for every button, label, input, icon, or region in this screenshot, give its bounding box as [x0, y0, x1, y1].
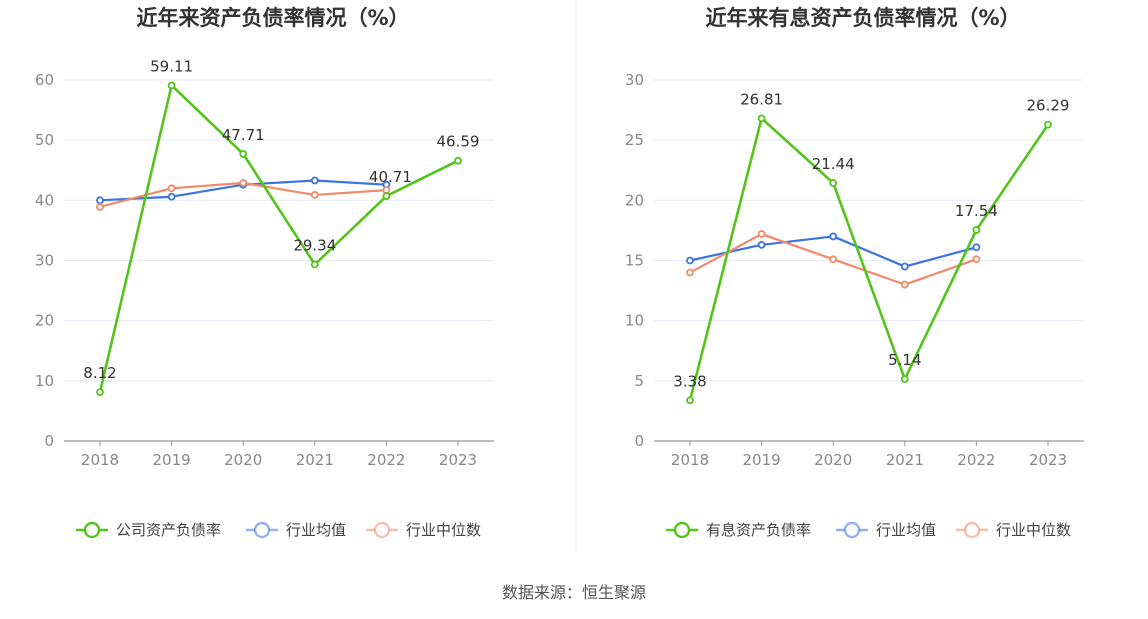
y-tick-label: 50 — [35, 131, 54, 149]
y-tick-label: 30 — [35, 252, 54, 270]
x-tick-label: 2023 — [439, 451, 477, 469]
data-point — [686, 256, 694, 265]
data-point — [900, 262, 909, 271]
axis-labels: 0 10 20 30 40 50 60 2018 2019 2020 2021 2022 2023 — [35, 71, 494, 469]
x-tick-label: 2022 — [367, 451, 405, 469]
chart-title: 近年来有息资产负债率情况（%） — [705, 6, 1020, 30]
data-point — [972, 243, 981, 252]
legend-swatch-marker — [963, 521, 981, 539]
interest-bearing-debt-ratio-chart: 近年来有息资产负债率情况（%） 0 5 10 15 20 25 30 2018 2019 2020… — [625, 6, 1084, 539]
series-layer: 8.12 59.11 47.71 29.34 40.71 46.59 — [83, 57, 480, 397]
grid-lines — [654, 79, 1084, 382]
legend-swatch-marker — [673, 521, 691, 539]
legend-label: 公司资产负债率 — [116, 521, 221, 539]
data-source-label: 数据来源：恒生聚源 — [502, 583, 646, 602]
data-point — [382, 192, 391, 200]
data-point — [310, 191, 319, 199]
data-point — [167, 184, 176, 193]
y-tick-label: 25 — [625, 131, 644, 149]
y-tick-label: 0 — [44, 432, 54, 450]
y-tick-label: 15 — [625, 252, 644, 270]
legend-label: 行业均值 — [876, 521, 936, 539]
data-point — [686, 396, 694, 405]
x-tick-label: 2023 — [1029, 451, 1067, 469]
data-label: 3.38 — [673, 372, 706, 390]
data-label: 40.71 — [369, 168, 412, 186]
legend-swatch-marker — [843, 521, 861, 539]
series-layer: 3.38 26.81 21.44 5.14 17.54 26.29 — [673, 90, 1070, 405]
data-point — [972, 226, 981, 234]
data-label: 26.81 — [740, 90, 783, 108]
data-point — [167, 81, 176, 90]
data-label: 29.34 — [293, 236, 336, 254]
data-label: 5.14 — [888, 351, 921, 369]
x-tick-label: 2020 — [224, 451, 262, 469]
data-point — [239, 150, 248, 158]
grid-lines — [64, 79, 494, 382]
data-point — [167, 192, 176, 201]
x-tick-label: 2019 — [743, 451, 781, 469]
data-label: 8.12 — [83, 364, 116, 382]
legend-swatch-marker — [83, 521, 101, 539]
data-point — [239, 178, 248, 187]
data-point — [900, 280, 909, 289]
x-tick-label: 2021 — [886, 451, 924, 469]
x-tick-label: 2019 — [153, 451, 191, 469]
data-label: 59.11 — [150, 57, 193, 75]
data-point — [310, 260, 319, 269]
data-point — [454, 156, 462, 165]
data-point — [1044, 120, 1052, 129]
data-label: 47.71 — [222, 126, 265, 144]
data-point — [972, 255, 981, 264]
data-point — [757, 114, 766, 123]
legend-label: 行业中位数 — [406, 521, 481, 539]
chart-title: 近年来资产负债率情况（%） — [136, 6, 409, 30]
y-tick-label: 5 — [634, 372, 644, 390]
y-tick-label: 10 — [35, 372, 54, 390]
legend-label: 行业均值 — [286, 521, 346, 539]
y-tick-label: 10 — [625, 312, 644, 330]
data-point — [757, 240, 766, 249]
legend-swatch-marker — [253, 521, 271, 539]
debt-ratio-chart: 近年来资产负债率情况（%） 0 10 20 30 40 50 60 2018 2019 2020 2… — [35, 6, 494, 539]
data-label: 17.54 — [955, 202, 998, 220]
data-label: 21.44 — [812, 155, 855, 173]
y-tick-label: 40 — [35, 191, 54, 209]
y-tick-label: 20 — [625, 191, 644, 209]
data-point — [829, 255, 838, 264]
x-tick-label: 2021 — [296, 451, 334, 469]
data-point — [96, 203, 104, 211]
y-tick-label: 60 — [35, 71, 54, 89]
data-point — [900, 375, 909, 384]
legend-label: 行业中位数 — [996, 521, 1071, 539]
data-point — [96, 196, 104, 205]
legend-label: 有息资产负债率 — [706, 521, 811, 539]
data-label: 26.29 — [1027, 97, 1070, 115]
series-line — [98, 84, 459, 393]
data-point — [829, 232, 838, 241]
series-line — [688, 117, 1050, 401]
x-tick-label: 2018 — [81, 451, 119, 469]
x-tick-label: 2022 — [957, 451, 995, 469]
y-tick-label: 0 — [634, 432, 644, 450]
data-point — [686, 268, 694, 277]
data-label: 46.59 — [437, 133, 480, 151]
data-point — [757, 230, 766, 238]
data-point — [829, 179, 838, 187]
legend: 有息资产负债率 行业均值 行业中位数 — [666, 521, 1071, 539]
legend: 公司资产负债率 行业均值 行业中位数 — [76, 521, 481, 539]
data-point — [310, 176, 319, 185]
data-point — [96, 388, 104, 397]
y-tick-label: 20 — [35, 312, 54, 330]
legend-swatch-marker — [373, 521, 391, 539]
axis-labels: 0 5 10 15 20 25 30 2018 2019 2020 2021 2022 2023 — [625, 71, 1084, 469]
x-tick-label: 2020 — [814, 451, 852, 469]
x-tick-label: 2018 — [671, 451, 709, 469]
y-tick-label: 30 — [625, 71, 644, 89]
